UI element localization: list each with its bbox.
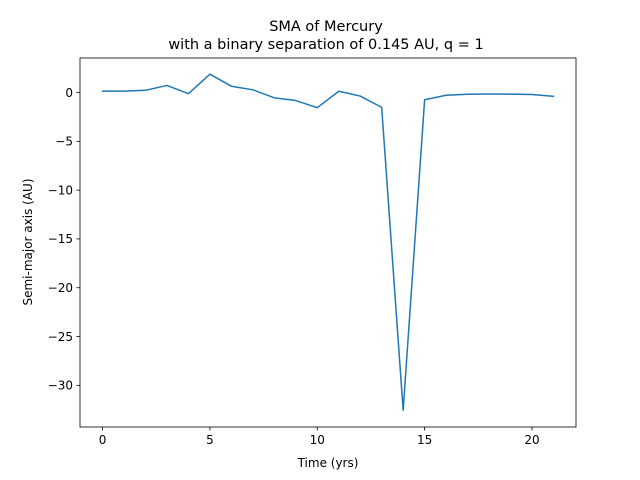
y-axis-label: Semi-major axis (AU) bbox=[21, 178, 35, 305]
x-tick-label: 5 bbox=[206, 433, 214, 447]
y-tick-label: −10 bbox=[48, 183, 73, 197]
plot-frame bbox=[79, 57, 577, 428]
y-axis-ticks: 0 −5 −10 −15 −20 −25 −30 bbox=[48, 86, 80, 393]
y-tick-label: −5 bbox=[55, 135, 73, 149]
x-axis-ticks: 0 5 10 15 20 bbox=[99, 427, 540, 447]
y-tick-label: −15 bbox=[48, 232, 73, 246]
x-tick-label: 10 bbox=[310, 433, 325, 447]
chart-title: SMA of Mercury bbox=[269, 19, 383, 35]
x-tick-label: 20 bbox=[524, 433, 539, 447]
y-tick-label: −20 bbox=[48, 281, 73, 295]
y-tick-label: 0 bbox=[65, 86, 73, 100]
x-axis-label: Time (yrs) bbox=[297, 456, 359, 470]
x-tick-label: 15 bbox=[417, 433, 432, 447]
plot-area bbox=[101, 73, 555, 411]
series-line bbox=[101, 73, 555, 411]
x-tick-label: 0 bbox=[99, 433, 107, 447]
chart-subtitle: with a binary separation of 0.145 AU, q … bbox=[168, 37, 483, 53]
y-tick-label: −25 bbox=[48, 330, 73, 344]
y-tick-label: −30 bbox=[48, 379, 73, 393]
